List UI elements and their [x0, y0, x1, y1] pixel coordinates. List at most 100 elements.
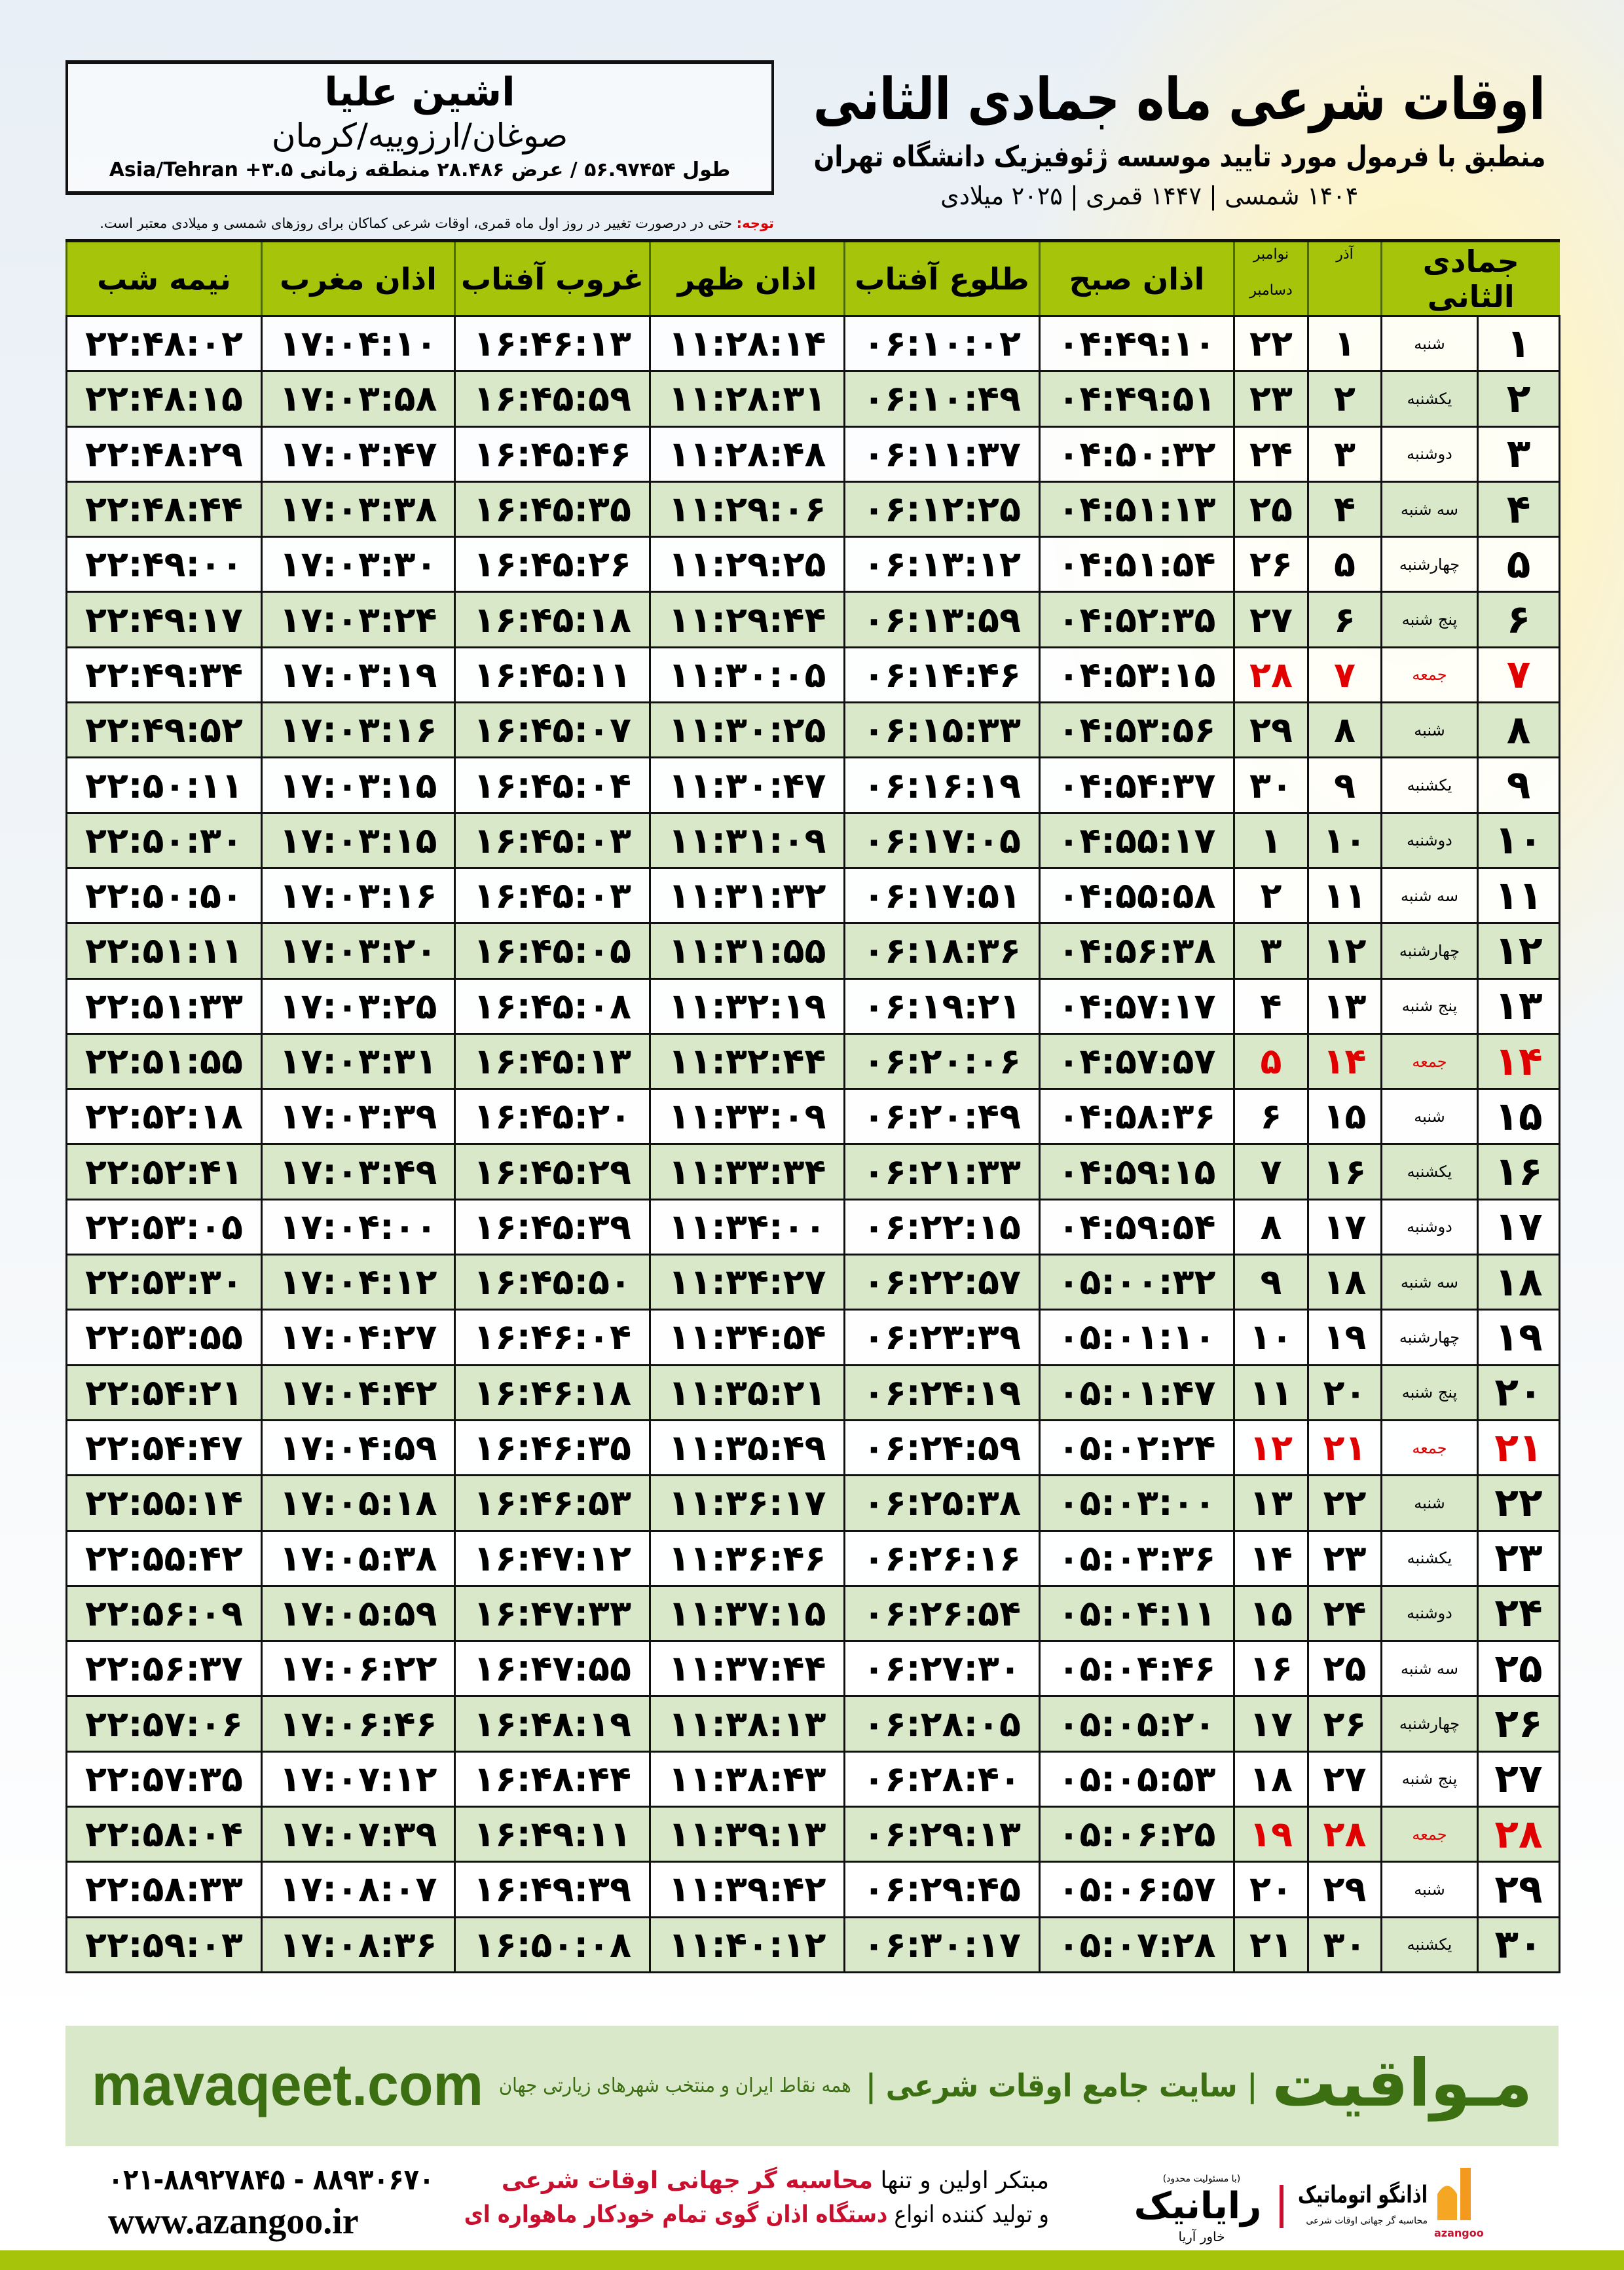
weekday: جمعه — [1380, 646, 1479, 704]
midnight-time: ۲۲:۵۲:۴۱ — [65, 1143, 263, 1200]
day-number: ۱۴ — [1477, 1032, 1561, 1090]
sunrise-time: ۰۶:۲۲:۱۵ — [843, 1198, 1041, 1256]
midnight-time: ۲۲:۵۰:۱۱ — [65, 756, 263, 814]
location-box: اشین علیا صوغان/ارزوییه/کرمان طول ۵۶.۹۷۴… — [65, 60, 774, 195]
fajr-time: ۰۴:۵۳:۵۶ — [1039, 701, 1235, 759]
sunrise-time: ۰۶:۲۶:۵۴ — [843, 1584, 1041, 1643]
dhuhr-time: ۱۱:۳۶:۱۷ — [649, 1474, 845, 1532]
gregorian-date: ۳ — [1233, 922, 1309, 980]
midnight-time: ۲۲:۵۴:۲۱ — [65, 1364, 263, 1421]
sunrise-time: ۰۶:۲۵:۳۸ — [843, 1474, 1041, 1532]
day-number: ۸ — [1477, 701, 1561, 759]
weekday: دوشنبه — [1380, 1198, 1479, 1256]
day-number: ۲۵ — [1477, 1640, 1561, 1698]
weekday: یکشنبه — [1380, 1529, 1479, 1587]
slogan-line2-highlight: دستگاه اذان گوی تمام خودکار ماهواره ای — [464, 2201, 888, 2228]
dhuhr-time: ۱۱:۳۴:۵۴ — [649, 1309, 845, 1366]
table-row: ۱۸ سه شنبه ۱۸ ۹ ۰۵:۰۰:۳۲ ۰۶:۲۲:۵۷ ۱۱:۳۴:۲۷ ۱۶:۴… — [65, 1254, 1561, 1311]
day-number: ۱۷ — [1477, 1198, 1561, 1256]
weekday: شنبه — [1380, 314, 1479, 373]
dhuhr-time: ۱۱:۳۹:۱۳ — [649, 1806, 845, 1863]
azangoo-website-box[interactable]: www.azangoo.ir — [108, 2201, 435, 2242]
table-row: ۱۵ شنبه ۱۵ ۶ ۰۴:۵۸:۳۶ ۰۶:۲۰:۴۹ ۱۱:۳۳:۰۹ ۱۶:۴۵:۲… — [65, 1088, 1561, 1145]
location-coordinates-box: طول ۵۶.۹۷۴۵۴ / عرض ۲۸.۴۸۶ منطقه زمانی ۳.… — [73, 155, 767, 186]
gregorian-date: ۱۱ — [1233, 1364, 1309, 1421]
maghrib-time: ۱۷:۰۴:۴۲ — [261, 1364, 456, 1421]
table-row: ۲۹ شنبه ۲۹ ۲۰ ۰۵:۰۶:۵۷ ۰۶:۲۹:۴۵ ۱۱:۳۹:۴۲ ۱۶:۴۹:… — [65, 1861, 1561, 1918]
weekday: پنج شنبه — [1380, 591, 1479, 648]
table-row: ۱۴ جمعه ۱۴ ۵ ۰۴:۵۷:۵۷ ۰۶:۲۰:۰۶ ۱۱:۳۲:۴۴ ۱۶:۴۵:۱… — [65, 1032, 1561, 1090]
table-row: ۲۲ شنبه ۲۲ ۱۳ ۰۵:۰۳:۰۰ ۰۶:۲۵:۳۸ ۱۱:۳۶:۱۷ ۱۶:۴۶:… — [65, 1474, 1561, 1532]
dhuhr-time: ۱۱:۳۳:۰۹ — [649, 1088, 845, 1145]
day-number: ۷ — [1477, 646, 1561, 704]
maghrib-time: ۱۷:۰۳:۲۴ — [261, 591, 456, 648]
gregorian-date: ۲۶ — [1233, 536, 1309, 593]
weekday: جمعه — [1380, 1419, 1479, 1477]
midnight-time: ۲۲:۴۸:۱۵ — [65, 370, 263, 428]
maghrib-time: ۱۷:۰۴:۲۷ — [261, 1309, 456, 1366]
azangoo-website[interactable]: www.azangoo.ir — [108, 2201, 359, 2242]
sunrise-time: ۰۶:۱۰:۰۲ — [843, 314, 1041, 373]
midnight-time: ۲۲:۴۹:۱۷ — [65, 591, 263, 648]
bottom-bar — [0, 2250, 1624, 2270]
gregorian-date: ۱۰ — [1233, 1309, 1309, 1366]
dhuhr-time: ۱۱:۳۸:۱۳ — [649, 1695, 845, 1753]
fajr-time: ۰۴:۵۶:۳۸ — [1039, 922, 1235, 980]
sunset-time: ۱۶:۴۶:۵۳ — [454, 1474, 651, 1532]
mavaqeet-banner: مـواقیت | سایت جامع اوقات شرعی | همه نقا… — [65, 2026, 1559, 2146]
fajr-time: ۰۴:۴۹:۱۰ — [1039, 314, 1235, 373]
weekday: پنج شنبه — [1380, 1750, 1479, 1808]
azar-date: ۶ — [1307, 591, 1382, 648]
mavaqeet-url[interactable]: mavaqeet.com — [92, 2053, 483, 2118]
maghrib-time: ۱۷:۰۵:۱۸ — [261, 1474, 456, 1532]
header-gregorian: نوامبر دسامبر — [1233, 239, 1308, 317]
fajr-time: ۰۴:۵۷:۵۷ — [1039, 1032, 1235, 1090]
day-number: ۱۱ — [1477, 866, 1561, 925]
maghrib-time: ۱۷:۰۴:۰۰ — [261, 1198, 456, 1256]
location-coordinates: طول ۵۶.۹۷۴۵۴ / عرض ۲۸.۴۸۶ منطقه زمانی ۳.… — [109, 158, 731, 181]
gregorian-date: ۲۸ — [1233, 646, 1309, 704]
gregorian-date: ۱۳ — [1233, 1474, 1309, 1532]
maghrib-time: ۱۷:۰۳:۳۱ — [261, 1032, 456, 1090]
rayanik-sub-box: خاور آریا — [1120, 2228, 1283, 2245]
fajr-time: ۰۴:۵۱:۱۳ — [1039, 480, 1235, 538]
sunrise-time: ۰۶:۲۸:۰۵ — [843, 1695, 1041, 1753]
gregorian-date: ۱۵ — [1233, 1584, 1309, 1643]
maghrib-time: ۱۷:۰۴:۵۹ — [261, 1419, 456, 1477]
midnight-time: ۲۲:۴۸:۲۹ — [65, 425, 263, 483]
year-info: ۱۴۰۴ شمسی | ۱۴۴۷ قمری | ۲۰۲۵ میلادی — [940, 181, 1358, 210]
gregorian-date: ۲ — [1233, 866, 1309, 925]
table-row: ۳۰ یکشنبه ۳۰ ۲۱ ۰۵:۰۷:۲۸ ۰۶:۳۰:۱۷ ۱۱:۴۰:۱۲ ۱۶:۵… — [65, 1916, 1561, 1973]
sunset-time: ۱۶:۵۰:۰۸ — [454, 1916, 651, 1973]
day-number: ۵ — [1477, 536, 1561, 593]
azar-date: ۳۰ — [1307, 1916, 1382, 1973]
slogan-line2-box: و تولید کننده انواع دستگاه اذان گوی تمام… — [463, 2199, 1049, 2231]
day-number: ۹ — [1477, 756, 1561, 814]
mavaqeet-url-box[interactable]: mavaqeet.com — [92, 2049, 485, 2121]
sunrise-time: ۰۶:۲۷:۳۰ — [843, 1640, 1041, 1698]
sunset-time: ۱۶:۴۹:۱۱ — [454, 1806, 651, 1863]
sunrise-time: ۰۶:۱۱:۳۷ — [843, 425, 1041, 483]
sunset-time: ۱۶:۴۸:۴۴ — [454, 1750, 651, 1808]
phone-numbers-box: ۰۲۱-۸۸۹۲۷۸۴۵ - ۸۸۹۳۰۶۷۰ — [108, 2163, 435, 2197]
gregorian-date: ۲۵ — [1233, 480, 1309, 538]
gregorian-date: ۱۸ — [1233, 1750, 1309, 1808]
dhuhr-time: ۱۱:۳۵:۴۹ — [649, 1419, 845, 1477]
azar-date: ۲۱ — [1307, 1419, 1382, 1477]
note-content: توجه: حتی در درصورت تغییر در روز اول ماه… — [100, 215, 774, 232]
dhuhr-time: ۱۱:۳۲:۴۴ — [649, 1032, 845, 1090]
day-number: ۱۸ — [1477, 1254, 1561, 1311]
maghrib-time: ۱۷:۰۵:۳۸ — [261, 1529, 456, 1587]
weekday: شنبه — [1380, 1474, 1479, 1532]
weekday: یکشنبه — [1380, 1916, 1479, 1973]
azangoo-logo: اذانگو اتوماتیک محاسبه گر جهانی اوقات شر… — [1297, 2161, 1493, 2246]
maghrib-time: ۱۷:۰۳:۴۹ — [261, 1143, 456, 1200]
sunset-time: ۱۶:۴۵:۲۶ — [454, 536, 651, 593]
maghrib-time: ۱۷:۰۳:۲۵ — [261, 977, 456, 1035]
midnight-time: ۲۲:۴۸:۰۲ — [65, 314, 263, 373]
day-number: ۱ — [1477, 314, 1561, 373]
sunrise-time: ۰۶:۳۰:۱۷ — [843, 1916, 1041, 1973]
weekday: چهارشنبه — [1380, 1695, 1479, 1753]
day-number: ۲۴ — [1477, 1584, 1561, 1643]
sunrise-time: ۰۶:۱۵:۳۳ — [843, 701, 1041, 759]
